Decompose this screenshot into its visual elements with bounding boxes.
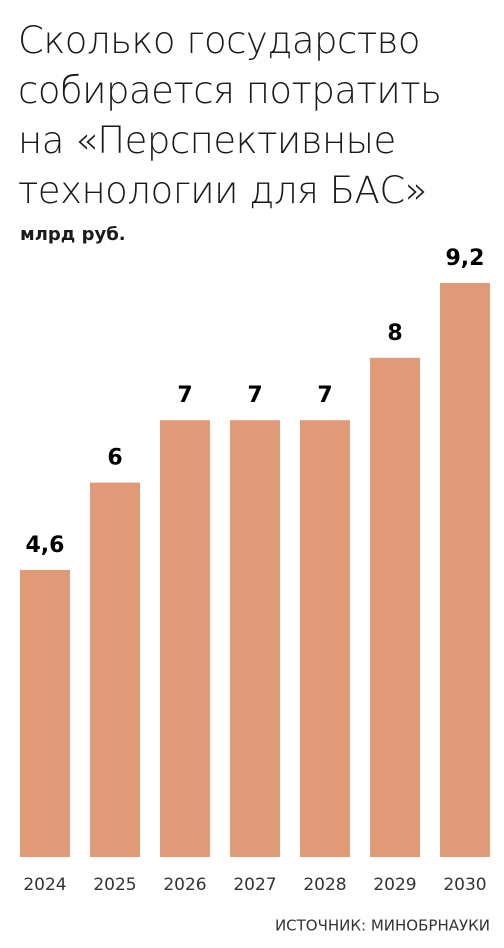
- value-label: 7: [247, 383, 262, 408]
- bar: [370, 357, 420, 857]
- x-tick-label: 2025: [93, 875, 136, 895]
- value-label: 8: [387, 321, 402, 346]
- value-label: 9,2: [446, 246, 485, 271]
- x-tick-label: 2028: [303, 875, 346, 895]
- x-tick-label: 2024: [23, 875, 66, 895]
- x-tick-label: 2029: [373, 875, 416, 895]
- x-tick-label: 2027: [233, 875, 276, 895]
- value-label: 7: [317, 383, 332, 408]
- source: ИСТОЧНИК: МИНОБРНАУКИ: [275, 917, 490, 935]
- x-tick-label: 2026: [163, 875, 206, 895]
- chart-title: Сколько государство собирается потратить…: [18, 19, 442, 212]
- chart-subtitle: млрд руб.: [20, 224, 126, 245]
- bar: [440, 282, 490, 857]
- bar: [90, 482, 140, 857]
- bar: [230, 420, 280, 857]
- value-label: 6: [107, 446, 122, 471]
- bar: [300, 420, 350, 857]
- value-label: 7: [177, 383, 192, 408]
- x-tick-label: 2030: [443, 875, 486, 895]
- bar: [160, 420, 210, 857]
- bar: [20, 569, 70, 857]
- value-label: 4,6: [26, 533, 65, 558]
